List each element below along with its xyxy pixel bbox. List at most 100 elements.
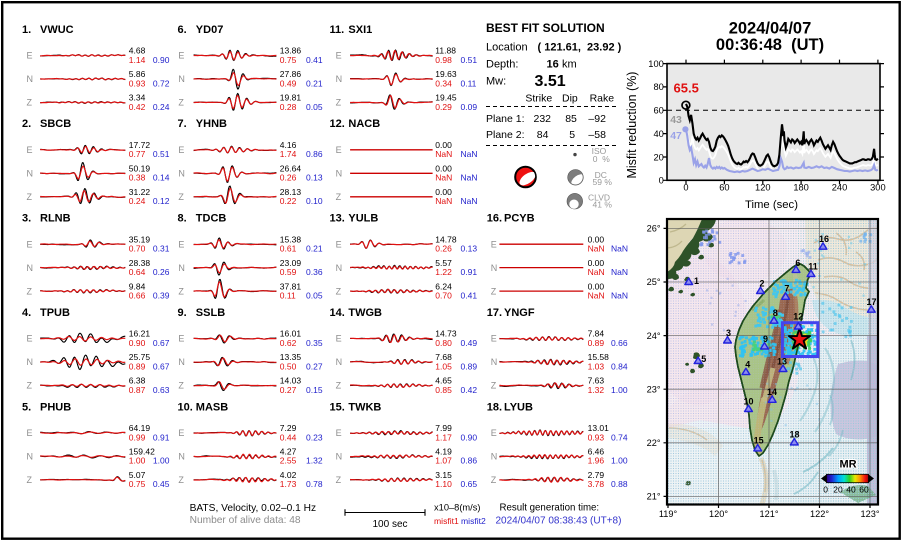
svg-text:NaN: NaN xyxy=(435,149,452,159)
svg-text:25.75: 25.75 xyxy=(129,352,151,362)
svg-text:0.86: 0.86 xyxy=(461,456,478,466)
svg-text:0.26: 0.26 xyxy=(153,267,170,277)
svg-text:1.14: 1.14 xyxy=(129,55,146,65)
svg-text:Misfit reduction (%): Misfit reduction (%) xyxy=(625,72,639,179)
svg-text:VWUC: VWUC xyxy=(40,24,74,36)
svg-text:YULB: YULB xyxy=(348,213,378,225)
svg-text:Z: Z xyxy=(178,475,184,485)
svg-text:1.32: 1.32 xyxy=(588,385,605,395)
svg-text:N: N xyxy=(178,263,185,273)
svg-text:Z: Z xyxy=(27,98,33,108)
svg-text:0.21: 0.21 xyxy=(306,244,323,254)
svg-text:5.57: 5.57 xyxy=(435,258,452,268)
svg-text:6.24: 6.24 xyxy=(435,281,452,291)
svg-text:18: 18 xyxy=(789,430,799,440)
svg-text:1.00: 1.00 xyxy=(611,456,628,466)
svg-text:1.00: 1.00 xyxy=(611,385,628,395)
svg-text:N: N xyxy=(491,357,498,367)
svg-text:1.96: 1.96 xyxy=(588,456,605,466)
svg-text:0.74: 0.74 xyxy=(611,432,628,442)
svg-text:6.38: 6.38 xyxy=(129,376,146,386)
svg-text:0: 0 xyxy=(683,182,688,192)
svg-text:0.31: 0.31 xyxy=(153,244,170,254)
svg-text:0.38: 0.38 xyxy=(129,173,146,183)
svg-text:0.91: 0.91 xyxy=(461,267,478,277)
svg-text:9.: 9. xyxy=(178,307,187,319)
svg-text:2.79: 2.79 xyxy=(588,470,605,480)
svg-text:15.58: 15.58 xyxy=(588,352,610,362)
svg-text:Z: Z xyxy=(336,286,342,296)
svg-text:0.00: 0.00 xyxy=(435,164,452,174)
svg-text:0.36: 0.36 xyxy=(306,267,323,277)
svg-text:km: km xyxy=(562,59,577,71)
svg-text:9.84: 9.84 xyxy=(129,281,146,291)
svg-text:YNGF: YNGF xyxy=(504,307,535,319)
svg-text:SXI1: SXI1 xyxy=(348,24,372,36)
svg-text:84: 84 xyxy=(537,129,549,141)
svg-text:0.45: 0.45 xyxy=(153,479,170,489)
svg-text:121°: 121° xyxy=(759,509,778,519)
svg-text:0.27: 0.27 xyxy=(306,361,323,371)
svg-text:Z: Z xyxy=(336,475,342,485)
svg-text:E: E xyxy=(491,428,497,438)
svg-text:Z: Z xyxy=(178,381,184,391)
svg-text:0.91: 0.91 xyxy=(153,432,170,442)
svg-text:40: 40 xyxy=(653,129,663,139)
svg-text:Z: Z xyxy=(27,286,33,296)
svg-text:Z: Z xyxy=(178,286,184,296)
svg-text:0.00: 0.00 xyxy=(435,187,452,197)
svg-text:BATS, Velocity, 0.02–0.1 Hz: BATS, Velocity, 0.02–0.1 Hz xyxy=(190,503,316,514)
svg-text:16: 16 xyxy=(819,234,829,244)
svg-text:0.05: 0.05 xyxy=(306,102,323,112)
svg-text:00:36:48 (UT): 00:36:48 (UT) xyxy=(716,36,824,54)
svg-text:13.01: 13.01 xyxy=(588,423,610,433)
svg-text:27.86: 27.86 xyxy=(280,69,302,79)
svg-text:11.88: 11.88 xyxy=(435,46,456,56)
svg-text:0.90: 0.90 xyxy=(153,55,170,65)
svg-text:Depth:: Depth: xyxy=(486,59,518,71)
svg-text:4.19: 4.19 xyxy=(435,447,452,457)
svg-text:Z: Z xyxy=(491,286,497,296)
svg-text:0.67: 0.67 xyxy=(153,338,170,348)
svg-text:0.34: 0.34 xyxy=(435,78,452,88)
svg-text:0.00: 0.00 xyxy=(588,281,605,291)
svg-text:0.90: 0.90 xyxy=(461,432,478,442)
svg-text:22°: 22° xyxy=(647,438,661,448)
svg-text:0.28: 0.28 xyxy=(280,102,297,112)
svg-text:11: 11 xyxy=(808,261,818,271)
svg-text:14.78: 14.78 xyxy=(435,234,457,244)
svg-text:0.42: 0.42 xyxy=(461,385,478,395)
svg-text:1.05: 1.05 xyxy=(435,361,452,371)
svg-text:Z: Z xyxy=(178,98,184,108)
svg-text:2.55: 2.55 xyxy=(280,456,297,466)
svg-text:26.64: 26.64 xyxy=(280,164,302,174)
svg-text:15.: 15. xyxy=(330,401,345,413)
svg-text:BEST FIT SOLUTION: BEST FIT SOLUTION xyxy=(486,21,605,35)
svg-text:0.41: 0.41 xyxy=(306,55,323,65)
svg-text:4.65: 4.65 xyxy=(435,376,452,386)
svg-text:0.65: 0.65 xyxy=(461,479,478,489)
svg-text:41 %: 41 % xyxy=(593,199,613,209)
svg-text:N: N xyxy=(336,357,343,367)
svg-text:4.16: 4.16 xyxy=(280,140,297,150)
svg-text:20: 20 xyxy=(833,485,843,495)
svg-text:0.78: 0.78 xyxy=(306,479,323,489)
svg-text:17: 17 xyxy=(866,297,876,307)
svg-text:N: N xyxy=(491,263,498,273)
svg-text:E: E xyxy=(178,239,184,249)
svg-text:0.64: 0.64 xyxy=(129,267,146,277)
svg-text:E: E xyxy=(336,145,342,155)
svg-text:( 121.61, 23.92 ): ( 121.61, 23.92 ) xyxy=(538,42,622,54)
svg-text:0.86: 0.86 xyxy=(306,149,323,159)
svg-text:misfit1: misfit1 xyxy=(434,516,459,526)
svg-text:NaN: NaN xyxy=(611,267,628,277)
svg-text:0.89: 0.89 xyxy=(129,361,146,371)
svg-text:25°: 25° xyxy=(647,277,661,287)
svg-text:7.68: 7.68 xyxy=(435,352,452,362)
svg-text:NaN: NaN xyxy=(611,244,628,254)
svg-text:NaN: NaN xyxy=(588,291,605,301)
svg-text:0.10: 0.10 xyxy=(306,196,323,206)
svg-text:1.: 1. xyxy=(22,24,31,36)
svg-text:0.12: 0.12 xyxy=(153,196,170,206)
svg-text:13.35: 13.35 xyxy=(280,352,302,362)
